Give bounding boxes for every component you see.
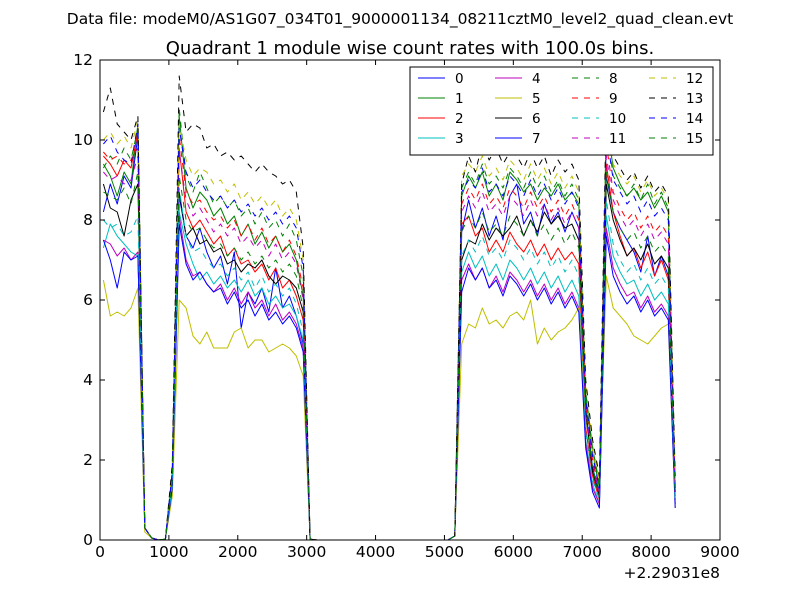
y-tick-label: 10 xyxy=(73,131,93,149)
legend-label-5: 5 xyxy=(532,91,541,107)
x-tick-label: 7000 xyxy=(562,543,601,561)
legend-label-6: 6 xyxy=(532,111,541,127)
x-tick-label: 5000 xyxy=(425,543,464,561)
axis-ticks: 0 1000 2000 3000 4000 5000 6000 7000 8000 9000 0 2 4… xyxy=(73,51,739,561)
x-tick-label: 3000 xyxy=(287,543,326,561)
legend-label-14: 14 xyxy=(686,111,703,127)
y-tick-label: 0 xyxy=(83,531,93,549)
x-tick-label: 2000 xyxy=(218,543,257,561)
series-line-7 xyxy=(102,223,676,540)
x-tick-label: 9000 xyxy=(700,543,739,561)
data-file-supertitle: Data file: modeM0/AS1G07_034T01_90000011… xyxy=(67,10,733,29)
x-offset-label: +2.29031e8 xyxy=(624,564,720,582)
legend-label-7: 7 xyxy=(532,131,541,147)
legend-label-15: 15 xyxy=(686,131,703,147)
x-tick-label: 4000 xyxy=(356,543,395,561)
legend-label-13: 13 xyxy=(686,91,703,107)
series-line-15 xyxy=(103,171,676,540)
legend-label-1: 1 xyxy=(455,91,464,107)
series-line-13 xyxy=(102,75,676,540)
x-tick-label: 1000 xyxy=(149,543,188,561)
chart-title: Quadrant 1 module wise count rates with … xyxy=(166,38,655,59)
x-tick-label: 8000 xyxy=(631,543,670,561)
legend-label-9: 9 xyxy=(609,91,618,107)
legend-label-11: 11 xyxy=(609,131,626,147)
legend-label-3: 3 xyxy=(455,131,464,147)
legend-box xyxy=(409,66,714,156)
series-line-14 xyxy=(103,123,676,540)
y-tick-label: 8 xyxy=(83,211,93,229)
legend-label-4: 4 xyxy=(532,71,541,87)
series-line-9 xyxy=(103,135,676,540)
legend-label-12: 12 xyxy=(686,71,703,87)
legend-label-8: 8 xyxy=(609,71,618,87)
series-layer xyxy=(102,75,676,540)
series-line-10 xyxy=(103,187,676,540)
legend-label-2: 2 xyxy=(455,111,464,127)
y-tick-label: 6 xyxy=(83,291,93,309)
series-line-6 xyxy=(102,183,676,540)
x-tick-label: 6000 xyxy=(494,543,533,561)
y-tick-label: 12 xyxy=(73,51,93,69)
x-tick-label: 0 xyxy=(95,543,105,561)
legend-label-10: 10 xyxy=(609,111,626,127)
legend-label-0: 0 xyxy=(455,71,464,87)
y-tick-label: 2 xyxy=(83,451,93,469)
y-tick-label: 4 xyxy=(83,371,93,389)
